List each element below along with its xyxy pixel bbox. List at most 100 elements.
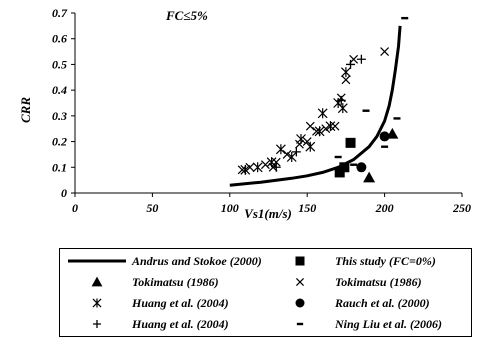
legend-symbol	[265, 314, 335, 334]
plot-area	[229, 16, 409, 187]
data-point-asterisk	[252, 162, 263, 173]
axes: 0 50 100 150 200 250 0 0.1 0.2 0.3 0.4 0.5 0.6 0.7	[52, 6, 471, 215]
data-point-x	[321, 124, 331, 134]
x-tick-label: 200	[375, 201, 394, 215]
data-point-asterisk	[314, 126, 325, 137]
data-point-x	[341, 75, 351, 85]
data-point-square	[334, 167, 345, 178]
data-point-dash	[401, 16, 409, 20]
legend-symbol	[265, 293, 335, 313]
data-point-dash	[381, 145, 389, 148]
y-tick-label: 0.7	[52, 6, 68, 20]
data-point-x	[380, 47, 390, 56]
legend-symbol	[265, 272, 335, 292]
legend-marker-asterisk	[92, 298, 102, 308]
data-point-x	[295, 139, 304, 149]
x-tick-label: 250	[452, 201, 471, 215]
series-1	[334, 137, 356, 178]
y-tick-label: 0.3	[52, 109, 67, 123]
legend-marker-circle	[295, 298, 305, 308]
data-point-dash	[393, 117, 401, 120]
series-6	[271, 54, 366, 172]
y-axis-label: CRR	[18, 97, 33, 123]
data-point-x	[330, 121, 340, 131]
data-point-asterisk	[340, 67, 351, 78]
legend-label: Tokimatsu (1986)	[132, 274, 219, 289]
legend-label: Tokimatsu (1986)	[335, 274, 422, 289]
y-tick-label: 0.6	[52, 32, 67, 46]
data-point-circle	[379, 131, 390, 142]
data-point-asterisk	[317, 108, 328, 119]
data-point-x	[282, 150, 292, 159]
legend-symbol	[62, 293, 132, 313]
x-axis-label: Vs1(m/s)	[244, 206, 292, 221]
data-point-asterisk	[286, 152, 297, 162]
legend-label: Andrus and Stokoe (2000)	[132, 253, 262, 268]
data-point-asterisk	[305, 141, 316, 152]
legend-symbol	[265, 251, 335, 271]
data-point-x	[260, 160, 270, 170]
series-0	[229, 25, 402, 187]
x-tick-label: 100	[221, 201, 239, 215]
legend-symbol-svg	[91, 276, 103, 287]
legend-symbol-svg	[295, 256, 305, 266]
x-tick-label: 0	[72, 201, 78, 215]
legend-symbol-svg	[68, 259, 126, 263]
legend-marker-square	[295, 256, 305, 266]
legend-item: Rauch et al. (2000)	[265, 293, 430, 313]
y-tick-label: 0.1	[52, 160, 67, 174]
data-point-dash	[334, 155, 342, 159]
data-point-plus	[356, 54, 366, 64]
legend-item: This study (FC=0%)	[265, 251, 436, 271]
data-point-dash	[350, 163, 358, 166]
legend-item: Tokimatsu (1986)	[265, 272, 422, 292]
fc-annotation: FC≤5%	[165, 8, 208, 23]
legend-marker-plus	[92, 319, 102, 329]
data-point-plus	[336, 95, 346, 105]
chart: 0 50 100 150 200 250 0 0.1 0.2 0.3 0.4 0.5 0.6 0.7 CR…	[18, 6, 471, 221]
data-point-square	[339, 162, 350, 173]
data-point-asterisk	[337, 103, 348, 114]
data-point-asterisk	[275, 144, 286, 155]
data-point-x	[305, 121, 315, 131]
legend-symbol-svg	[295, 298, 305, 308]
legend-symbol	[62, 314, 132, 334]
legend: Andrus and Stokoe (2000) This study (FC=0…	[59, 248, 472, 337]
legend-item: Tokimatsu (1986)	[62, 272, 219, 292]
x-tick-label: 150	[298, 201, 316, 215]
data-point-asterisk	[240, 164, 251, 175]
data-point-dash	[362, 109, 370, 112]
legend-symbol-svg	[296, 322, 304, 326]
data-point-asterisk	[296, 134, 306, 144]
legend-marker-dash	[296, 322, 304, 326]
legend-item: Huang et al. (2004)	[62, 314, 229, 334]
data-point-plus	[291, 147, 301, 157]
legend-label: This study (FC=0%)	[335, 253, 436, 268]
data-point-plus	[271, 162, 281, 172]
y-tick-label: 0.2	[52, 135, 67, 149]
legend-symbol-svg	[92, 319, 102, 329]
data-point-plus	[346, 59, 356, 69]
x-tick-label: 50	[146, 201, 158, 215]
data-point-asterisk	[325, 121, 336, 132]
legend-symbol-svg	[92, 298, 102, 308]
series-line	[229, 25, 402, 187]
y-tick-label: 0	[61, 186, 67, 200]
data-point-x	[245, 162, 255, 172]
series-5	[356, 131, 390, 173]
series-4	[240, 67, 351, 175]
data-point-circle	[356, 162, 367, 173]
legend-symbol	[62, 272, 132, 292]
legend-marker-x	[295, 277, 305, 287]
data-point-square	[345, 137, 356, 148]
data-point-triangle	[363, 171, 376, 183]
y-tick-label: 0.4	[52, 83, 67, 97]
legend-marker-triangle	[91, 276, 103, 287]
legend-item: Ning Liu et al. (2006)	[265, 314, 442, 334]
legend-label: Rauch et al. (2000)	[335, 295, 430, 310]
legend-symbol	[62, 251, 132, 271]
legend-label: Ning Liu et al. (2006)	[335, 316, 442, 331]
legend-symbol-svg	[295, 277, 305, 287]
legend-label: Huang et al. (2004)	[132, 295, 229, 310]
data-point-asterisk	[266, 157, 277, 168]
